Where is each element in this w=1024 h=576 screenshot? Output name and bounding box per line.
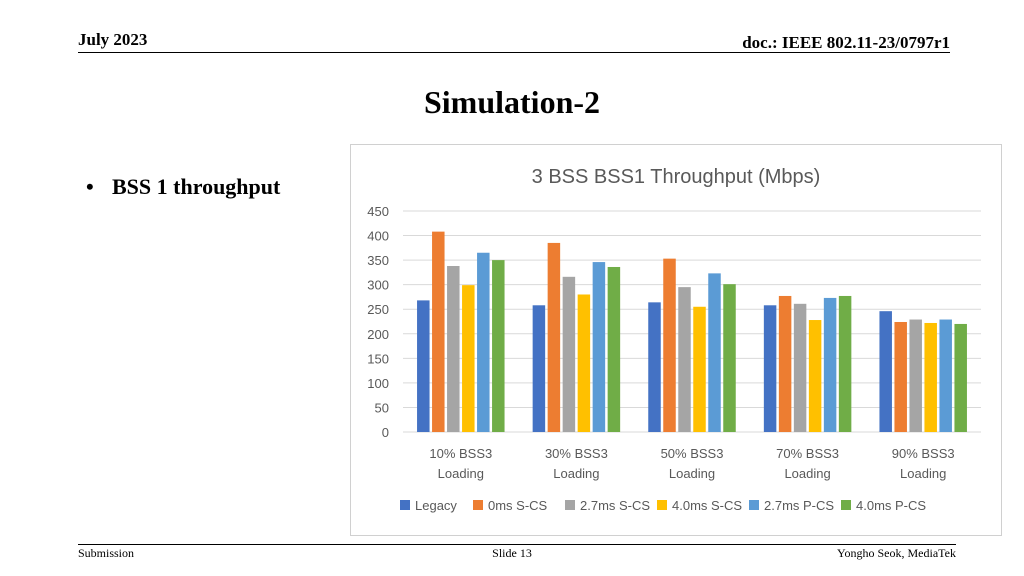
legend-entry: 2.7ms P-CS (764, 498, 834, 513)
y-tick-label: 0 (382, 425, 389, 440)
bar (879, 311, 892, 432)
x-tick-label: 10% BSS3 (429, 446, 492, 461)
bar (924, 322, 937, 432)
bar (823, 297, 837, 432)
bar (838, 295, 852, 432)
bar (678, 287, 691, 432)
bar (894, 321, 907, 432)
bar (793, 303, 807, 432)
y-tick-label: 200 (367, 327, 389, 342)
bullet-dot: • (86, 174, 94, 199)
bar (954, 323, 967, 432)
chart-container: 3 BSS BSS1 Throughput (Mbps) 0 50 100 150 200… (350, 144, 1002, 536)
legend-swatch (565, 500, 575, 510)
legend-swatch (841, 500, 851, 510)
x-tick-label: 70% BSS3 (776, 446, 839, 461)
x-tick-label: Loading (553, 466, 599, 481)
bar (477, 252, 490, 432)
legend-swatch (749, 500, 759, 510)
y-tick-label: 50 (375, 400, 389, 415)
x-tick-label: 90% BSS3 (892, 446, 955, 461)
y-tick-label: 400 (367, 229, 389, 244)
x-tick-label: Loading (669, 466, 715, 481)
y-tick-label: 100 (367, 376, 389, 391)
bar (663, 258, 676, 432)
bar (763, 305, 777, 432)
bar (592, 262, 606, 432)
bar (432, 231, 445, 432)
header-doc-id: doc.: IEEE 802.11-23/0797r1 (742, 33, 950, 52)
x-tick-label: 30% BSS3 (545, 446, 608, 461)
legend-entry: 0ms S-CS (488, 498, 548, 513)
legend-entry: 4.0ms P-CS (856, 498, 926, 513)
bar (532, 305, 546, 432)
legend-entry: 4.0ms S-CS (672, 498, 742, 513)
bar (577, 294, 591, 432)
chart-title: 3 BSS BSS1 Throughput (Mbps) (532, 166, 821, 188)
footer-submission: Submission (78, 546, 135, 560)
y-tick-label: 150 (367, 351, 389, 366)
bar (648, 302, 661, 432)
header-divider (78, 52, 950, 53)
bar (417, 300, 430, 432)
bar (708, 273, 721, 432)
y-tick-label: 350 (367, 253, 389, 268)
y-tick-label: 450 (367, 204, 389, 219)
bar (447, 266, 460, 432)
y-tick-label: 250 (367, 302, 389, 317)
legend-swatch (400, 500, 410, 510)
bullet-text: BSS 1 throughput (112, 174, 281, 199)
bar (909, 319, 922, 432)
bar (939, 319, 952, 432)
bar (562, 276, 576, 432)
bar (778, 295, 792, 432)
slide-title: Simulation-2 (423, 84, 601, 120)
bar (492, 260, 505, 432)
bar (607, 266, 621, 432)
x-tick-label: Loading (900, 466, 946, 481)
bar (547, 242, 561, 432)
legend-entry: 2.7ms S-CS (580, 498, 650, 513)
footer-slide-number: Slide 13 (492, 546, 532, 560)
bar (693, 306, 706, 432)
footer-divider (78, 544, 956, 545)
bar (723, 284, 736, 432)
x-tick-label: Loading (784, 466, 830, 481)
x-tick-label: 50% BSS3 (661, 446, 724, 461)
header-date: July 2023 (78, 30, 148, 49)
legend-swatch (473, 500, 483, 510)
y-tick-label: 300 (367, 278, 389, 293)
footer-author: Yongho Seok, MediaTek (837, 546, 956, 560)
legend-swatch (657, 500, 667, 510)
bar (808, 320, 822, 432)
legend-entry: Legacy (415, 498, 457, 513)
x-tick-label: Loading (438, 466, 484, 481)
throughput-bar-chart: 3 BSS BSS1 Throughput (Mbps) 0 50 100 150 200… (367, 166, 981, 513)
bar (462, 285, 475, 432)
bullet-item: • BSS 1 throughput (86, 174, 280, 200)
